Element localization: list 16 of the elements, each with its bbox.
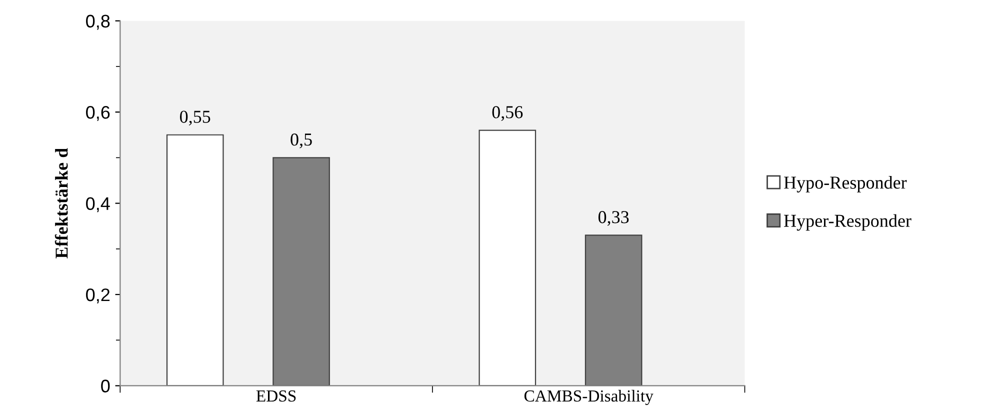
x-tick-label: CAMBS-Disability	[524, 390, 654, 406]
data-label: 0,55	[180, 110, 210, 126]
data-label: 0,33	[598, 211, 629, 226]
x-tick-label: EDSS	[256, 390, 296, 402]
y-tick-label: 0,4	[86, 197, 110, 212]
y-axis-title: Effektstärke d	[54, 148, 68, 258]
y-tick-label: 0	[101, 380, 110, 392]
data-label: 0,56	[492, 106, 523, 121]
bar	[478, 130, 536, 386]
legend-label: Hypo-Responder	[784, 176, 907, 192]
bar	[166, 134, 224, 386]
data-label: 0,5	[290, 133, 312, 148]
y-tick-label: 0,2	[86, 288, 110, 304]
y-tick-label: 0,8	[86, 14, 110, 30]
y-tick-label: 0,6	[86, 106, 110, 121]
legend-label: Hyper-Responder	[784, 214, 912, 231]
